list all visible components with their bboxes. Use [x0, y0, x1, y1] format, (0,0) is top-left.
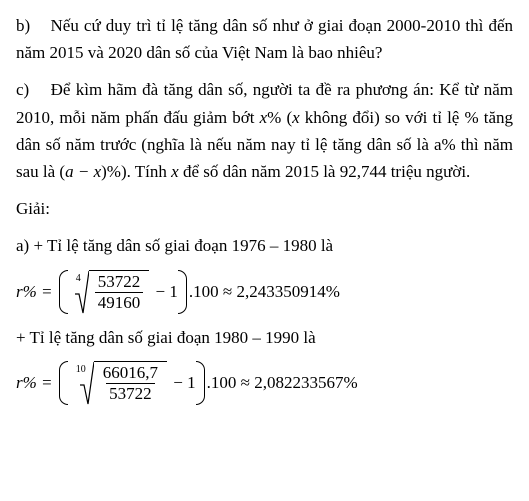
eq1-surd	[75, 270, 89, 314]
text-c5: để số dân năm 2015 là 92,744 triệu người…	[179, 162, 471, 181]
eq2-fraction: 66016,7 53722	[100, 364, 161, 404]
solution-a-intro: a) + Tỉ lệ tăng dân số giai đoạn 1976 – …	[16, 232, 513, 259]
eq1-numerator: 53722	[95, 273, 144, 293]
eq2-surd	[80, 361, 94, 405]
text-c4: )%). Tính	[101, 162, 171, 181]
text-b: Nếu cứ duy trì tỉ lệ tăng dân số như ở g…	[16, 16, 513, 62]
solution-b-intro: + Tỉ lệ tăng dân số giai đoạn 1980 – 199…	[16, 324, 513, 351]
var-x2: x	[292, 108, 300, 127]
label-b: b)	[16, 16, 30, 35]
question-c: c) Để kìm hãm đà tăng dân số, người ta đ…	[16, 76, 513, 185]
text-c2: % (	[267, 108, 292, 127]
eq1-times-100: .100 ≈	[189, 278, 232, 305]
label-c: c)	[16, 80, 29, 99]
eq2-denominator: 53722	[106, 383, 155, 404]
eq1-paren: 4 53722 49160 − 1	[57, 270, 189, 314]
eq2-paren: 10 66016,7 53722 − 1	[57, 361, 207, 405]
eq2-radicand: 66016,7 53722	[94, 361, 167, 404]
eq1-result: 2,243350914%	[236, 278, 339, 305]
eq2-times-100: .100 ≈	[207, 369, 250, 396]
equation-1: r% = 4 53722 49160 − 1 .100 ≈ 2,24335091…	[16, 270, 513, 314]
solution-label: Giải:	[16, 195, 513, 222]
eq1-fraction: 53722 49160	[95, 273, 144, 313]
var-x3: x	[171, 162, 179, 181]
eq2-root: 10 66016,7 53722	[70, 361, 167, 405]
eq2-lhs: r% =	[16, 369, 53, 396]
expr-ax: a − x	[65, 162, 101, 181]
eq2-result: 2,082233567%	[254, 369, 357, 396]
eq1-denominator: 49160	[95, 292, 144, 313]
eq2-minus-one: − 1	[173, 369, 195, 396]
equation-2: r% = 10 66016,7 53722 − 1 .100 ≈ 2,08223…	[16, 361, 513, 405]
eq1-radicand: 53722 49160	[89, 270, 150, 313]
eq1-minus-one: − 1	[156, 278, 178, 305]
question-b: b) Nếu cứ duy trì tỉ lệ tăng dân số như …	[16, 12, 513, 66]
eq2-numerator: 66016,7	[100, 364, 161, 384]
eq1-lhs: r% =	[16, 278, 53, 305]
eq1-root: 4 53722 49160	[70, 270, 150, 314]
